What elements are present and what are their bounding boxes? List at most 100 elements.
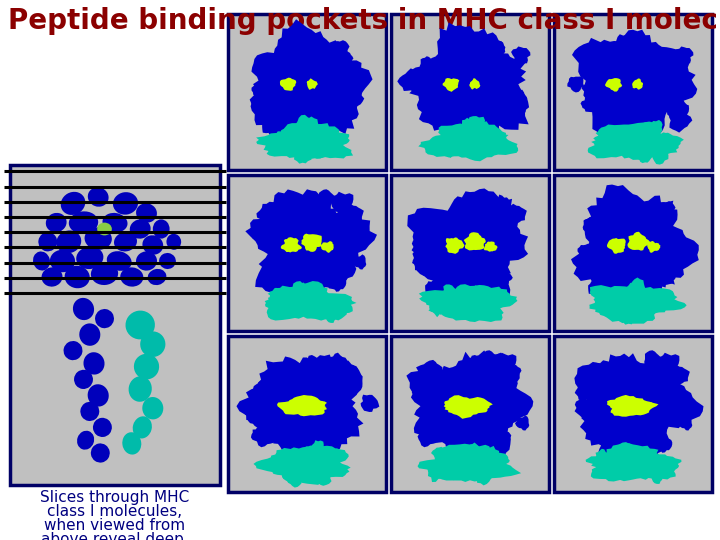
- Polygon shape: [302, 117, 320, 133]
- Text: Peptide binding pockets in MHC class I molecules: Peptide binding pockets in MHC class I m…: [8, 7, 720, 35]
- Polygon shape: [265, 281, 356, 321]
- Polygon shape: [455, 120, 476, 139]
- Ellipse shape: [76, 247, 104, 269]
- Polygon shape: [582, 363, 608, 386]
- Polygon shape: [515, 415, 529, 430]
- Polygon shape: [503, 211, 516, 226]
- Polygon shape: [492, 353, 511, 373]
- Polygon shape: [600, 460, 618, 477]
- Polygon shape: [330, 192, 354, 215]
- Ellipse shape: [130, 219, 150, 239]
- Polygon shape: [361, 395, 379, 412]
- Polygon shape: [251, 425, 268, 442]
- Polygon shape: [675, 101, 689, 114]
- Bar: [554, 14, 712, 170]
- Polygon shape: [625, 119, 639, 132]
- Polygon shape: [607, 395, 659, 417]
- Polygon shape: [260, 424, 278, 443]
- Polygon shape: [248, 225, 266, 240]
- Text: class I molecules,: class I molecules,: [48, 504, 183, 519]
- Polygon shape: [599, 456, 613, 471]
- Polygon shape: [255, 426, 276, 447]
- Polygon shape: [669, 102, 689, 122]
- Polygon shape: [277, 395, 327, 416]
- Polygon shape: [444, 395, 492, 419]
- Ellipse shape: [132, 416, 152, 438]
- Ellipse shape: [136, 204, 157, 222]
- Ellipse shape: [125, 310, 155, 340]
- Polygon shape: [657, 355, 673, 373]
- Polygon shape: [643, 122, 655, 134]
- Ellipse shape: [122, 432, 141, 455]
- Bar: [10, 165, 220, 485]
- Polygon shape: [495, 194, 510, 212]
- Ellipse shape: [50, 250, 75, 272]
- Polygon shape: [408, 188, 528, 306]
- Polygon shape: [660, 132, 672, 145]
- Ellipse shape: [84, 352, 104, 375]
- Polygon shape: [307, 78, 318, 90]
- Polygon shape: [575, 386, 592, 401]
- Polygon shape: [648, 120, 662, 136]
- Polygon shape: [302, 234, 322, 252]
- Polygon shape: [575, 399, 595, 419]
- Polygon shape: [274, 299, 292, 316]
- Ellipse shape: [107, 251, 132, 271]
- Polygon shape: [600, 300, 613, 313]
- Polygon shape: [466, 355, 485, 375]
- Polygon shape: [469, 442, 482, 455]
- Bar: [391, 175, 549, 331]
- Polygon shape: [598, 275, 613, 290]
- Polygon shape: [303, 355, 322, 375]
- Polygon shape: [580, 96, 596, 111]
- Polygon shape: [423, 424, 441, 443]
- Polygon shape: [331, 275, 346, 292]
- Ellipse shape: [129, 376, 152, 402]
- Ellipse shape: [97, 222, 112, 235]
- Polygon shape: [492, 201, 513, 221]
- Polygon shape: [247, 409, 266, 428]
- Ellipse shape: [77, 431, 94, 450]
- Polygon shape: [441, 285, 457, 300]
- Bar: [228, 336, 386, 492]
- Polygon shape: [296, 115, 314, 133]
- Polygon shape: [251, 83, 266, 99]
- Polygon shape: [343, 88, 364, 110]
- Polygon shape: [661, 270, 676, 285]
- Polygon shape: [406, 350, 534, 463]
- Polygon shape: [647, 241, 660, 253]
- Polygon shape: [325, 311, 337, 323]
- Polygon shape: [582, 217, 598, 232]
- Polygon shape: [318, 190, 336, 207]
- Polygon shape: [281, 237, 302, 253]
- Polygon shape: [298, 121, 316, 138]
- Polygon shape: [656, 353, 680, 376]
- Polygon shape: [269, 288, 282, 300]
- Polygon shape: [236, 354, 364, 468]
- Polygon shape: [504, 365, 521, 383]
- Polygon shape: [674, 46, 693, 65]
- Ellipse shape: [143, 235, 163, 255]
- Text: when viewed from: when viewed from: [45, 518, 186, 533]
- Ellipse shape: [88, 384, 109, 407]
- Polygon shape: [412, 238, 432, 258]
- Polygon shape: [481, 350, 499, 368]
- Polygon shape: [480, 116, 500, 137]
- Polygon shape: [475, 468, 493, 485]
- Ellipse shape: [79, 323, 100, 346]
- Polygon shape: [418, 426, 438, 447]
- Polygon shape: [327, 361, 348, 383]
- Ellipse shape: [148, 269, 166, 285]
- Polygon shape: [678, 415, 693, 430]
- Polygon shape: [310, 440, 324, 454]
- Polygon shape: [338, 208, 354, 225]
- Bar: [228, 14, 386, 170]
- Polygon shape: [605, 78, 622, 92]
- Polygon shape: [432, 295, 450, 315]
- Polygon shape: [588, 122, 684, 160]
- Polygon shape: [489, 428, 511, 451]
- Polygon shape: [653, 202, 668, 219]
- Polygon shape: [413, 254, 433, 275]
- Polygon shape: [257, 56, 272, 71]
- Polygon shape: [446, 238, 464, 254]
